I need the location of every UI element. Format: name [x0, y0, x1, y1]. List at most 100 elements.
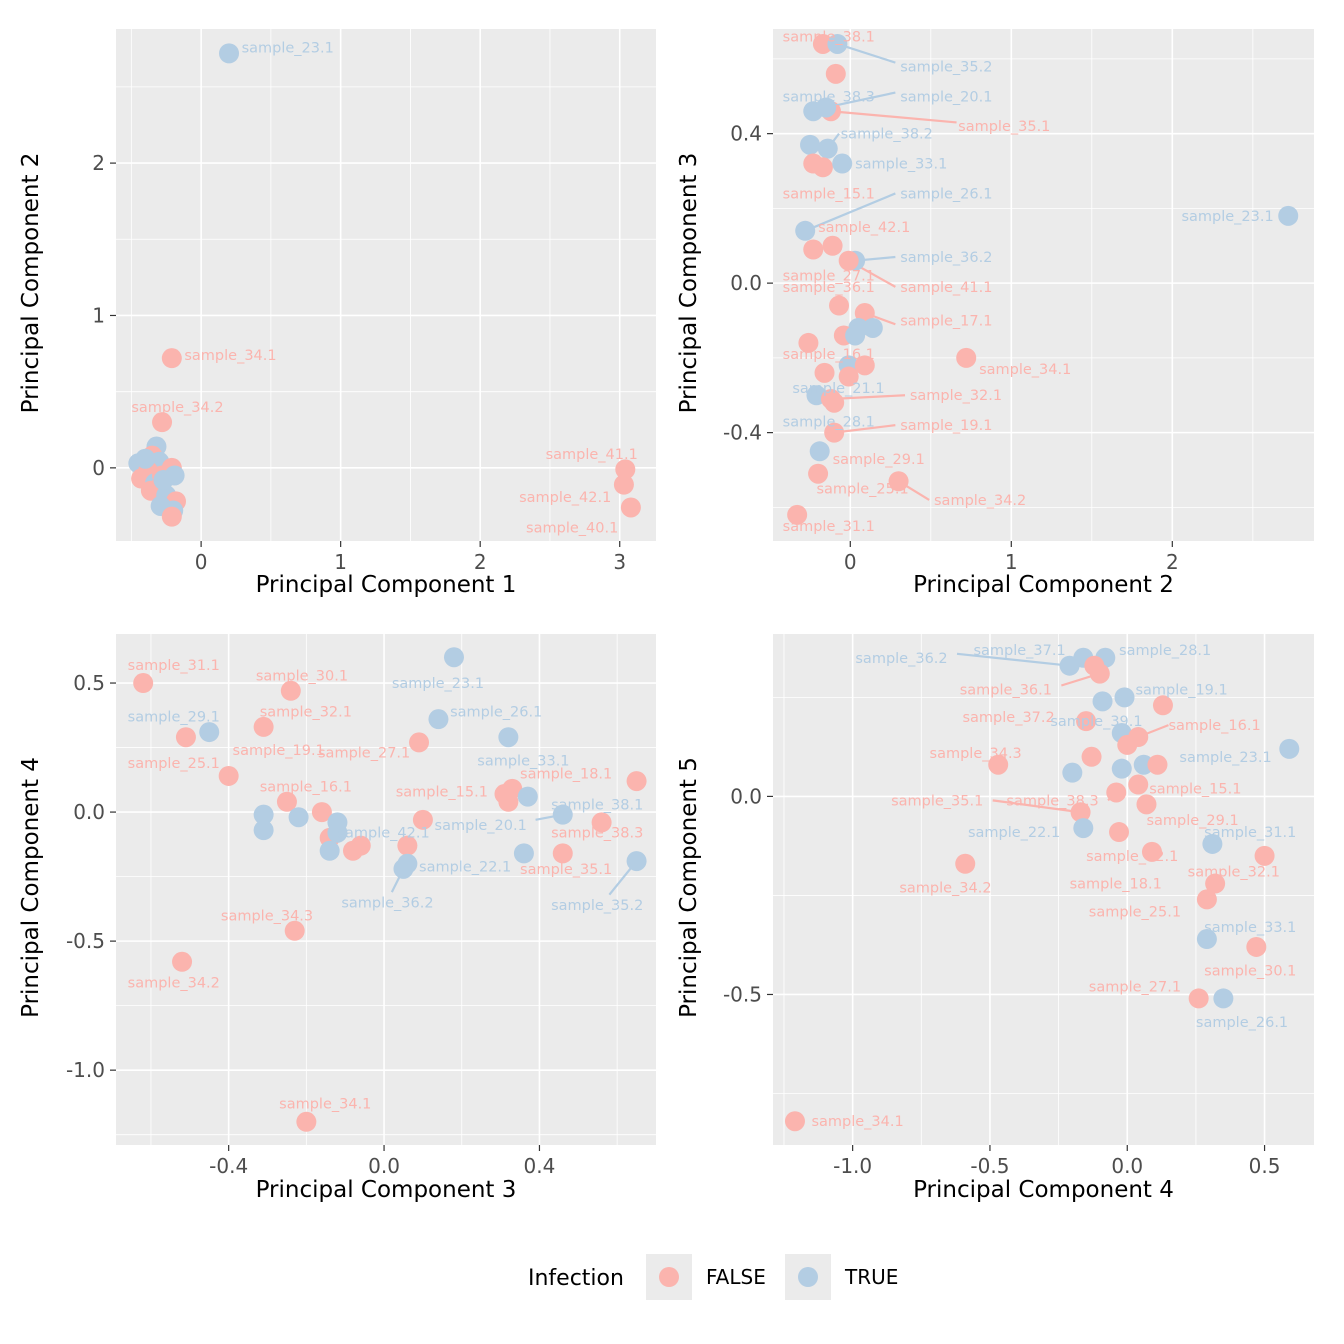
data-point-true: [1111, 758, 1132, 779]
data-point-false: [825, 63, 846, 84]
legend-swatch-true: [798, 1267, 818, 1287]
data-point-false: [1117, 734, 1138, 755]
y-tick-label: -1.0: [66, 1058, 105, 1082]
point-label: sample_17.1: [900, 314, 992, 330]
data-point-false: [615, 459, 636, 480]
data-point-true: [199, 722, 220, 743]
data-point-false: [311, 802, 332, 823]
point-label: sample_38.3: [1006, 793, 1098, 809]
data-point-true: [393, 858, 414, 879]
point-label: sample_15.1: [783, 186, 875, 202]
data-point-true: [1279, 738, 1300, 759]
panel-2: 0 1 2 -0.4 0.0 0.4 Principal Component 2 Princi…: [676, 29, 1314, 598]
data-point-true: [800, 134, 821, 155]
data-point-true: [443, 647, 464, 668]
data-point-true: [513, 843, 534, 864]
y-tick-label: 0: [92, 456, 105, 480]
data-point-false: [284, 920, 305, 941]
point-label: sample_34.1: [184, 348, 276, 364]
x-tick-label: 0.0: [368, 1154, 400, 1178]
data-point-false: [253, 716, 274, 737]
x-axis-title: Principal Component 2: [913, 572, 1174, 598]
data-point-true: [552, 804, 573, 825]
point-label: sample_38.1: [783, 29, 875, 45]
data-point-false: [1128, 774, 1149, 795]
point-label: sample_22.1: [968, 825, 1060, 841]
x-axis-title: Principal Component 3: [256, 1177, 517, 1203]
point-label: sample_38.2: [841, 127, 933, 143]
data-point-true: [1062, 762, 1083, 783]
point-label: sample_34.2: [128, 975, 220, 991]
data-point-true: [827, 33, 848, 54]
data-point-false: [1141, 841, 1162, 862]
point-label: sample_19.1: [233, 743, 325, 759]
point-label: sample_15.1: [1149, 781, 1241, 797]
point-label: sample_29.1: [128, 710, 220, 726]
data-point-false: [787, 504, 808, 525]
point-label: sample_28.1: [783, 414, 875, 430]
data-point-false: [854, 355, 875, 376]
point-label: sample_38.3: [551, 826, 643, 842]
data-point-false: [296, 1111, 317, 1132]
data-point-false: [591, 812, 612, 833]
y-axis-title: Principal Component 2: [18, 153, 44, 414]
point-label: sample_33.1: [1204, 920, 1296, 936]
data-point-false: [133, 673, 154, 694]
data-point-true: [862, 317, 883, 338]
label-leader-line: [804, 192, 896, 232]
point-label: sample_34.3: [221, 908, 313, 924]
x-tick-label: 0: [195, 550, 208, 574]
data-point-false: [552, 843, 573, 864]
data-point-false: [1089, 663, 1110, 684]
legend-swatch-false: [659, 1267, 679, 1287]
data-point-false: [218, 765, 239, 786]
point-label: sample_42.1: [1086, 849, 1178, 865]
data-point-true: [1278, 205, 1299, 226]
data-point-false: [161, 506, 182, 527]
data-point-true: [135, 448, 156, 469]
y-tick-label: -0.4: [723, 421, 762, 445]
data-point-false: [956, 347, 977, 368]
point-label: sample_33.1: [477, 753, 569, 769]
data-point-false: [829, 295, 850, 316]
point-label: sample_41.1: [546, 447, 638, 463]
y-tick-label: 1: [92, 303, 105, 327]
point-label: sample_23.1: [242, 40, 334, 56]
data-point-false: [784, 1111, 805, 1132]
point-label: sample_40.1: [526, 520, 618, 536]
data-point-false: [824, 392, 845, 413]
data-point-false: [798, 332, 819, 353]
point-label: sample_22.1: [419, 859, 511, 875]
point-label: sample_36.2: [341, 895, 433, 911]
data-point-false: [1109, 822, 1130, 843]
data-point-false: [175, 727, 196, 748]
point-label: sample_23.1: [1179, 750, 1271, 766]
point-label: sample_37.1: [973, 643, 1065, 659]
x-tick-label: 0.4: [524, 1154, 556, 1178]
label-leader-line: [837, 42, 896, 64]
point-label: sample_35.1: [958, 119, 1050, 135]
data-point-true: [832, 153, 853, 174]
data-point-false: [812, 157, 833, 178]
x-tick-label: -0.5: [970, 1154, 1009, 1178]
data-point-false: [955, 853, 976, 874]
point-label: sample_36.2: [900, 250, 992, 266]
x-tick-label: -1.0: [833, 1154, 872, 1178]
point-label: sample_18.1: [1070, 877, 1162, 893]
point-label: sample_31.1: [1204, 825, 1296, 841]
point-label: sample_28.1: [1119, 643, 1211, 659]
y-tick-label: 0.5: [73, 671, 105, 695]
legend: Infection FALSE TRUE: [528, 1254, 898, 1300]
data-point-true: [1202, 833, 1223, 854]
point-label: sample_31.1: [783, 519, 875, 535]
x-tick-label: 2: [474, 550, 487, 574]
x-tick-label: 1: [334, 550, 347, 574]
point-label: sample_35.2: [900, 59, 992, 75]
legend-title: Infection: [528, 1266, 624, 1291]
data-point-false: [803, 239, 824, 260]
point-label: sample_23.1: [392, 676, 484, 692]
data-point-false: [988, 754, 1009, 775]
panel-background: [116, 29, 656, 541]
